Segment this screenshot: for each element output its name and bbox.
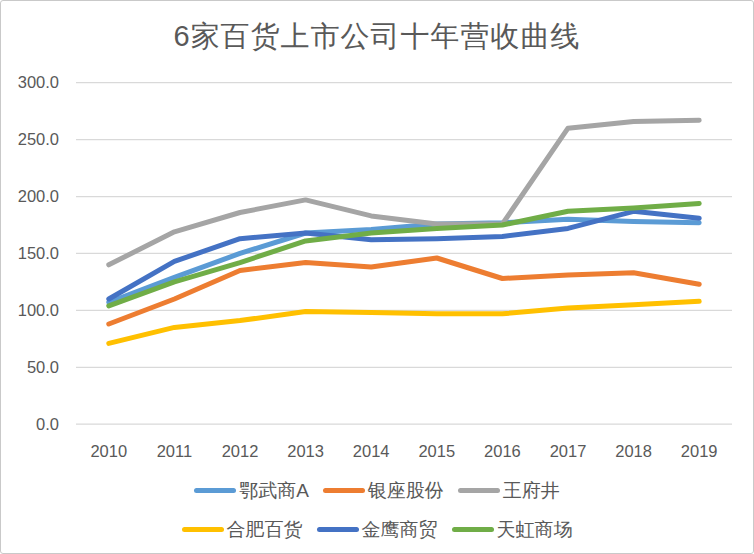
x-tick-label: 2017 (550, 442, 587, 460)
y-tick-label: 0.0 (36, 415, 59, 433)
legend-label: 金鹰商贸 (362, 517, 438, 543)
legend-line-marker (182, 527, 224, 532)
legend-item-0: 鄂武商A (194, 478, 309, 504)
y-tick-label: 200.0 (18, 187, 59, 205)
series-line-2 (109, 120, 699, 264)
x-tick-label: 2014 (353, 442, 390, 460)
legend-line-marker (194, 488, 236, 493)
chart-container: 6家百货上市公司十年营收曲线 300.0250.0200.0150.0100.0… (0, 0, 754, 554)
legend-label: 天虹商场 (497, 517, 573, 543)
y-tick-label: 250.0 (18, 130, 59, 148)
y-tick-label: 100.0 (18, 301, 59, 319)
x-tick-label: 2018 (615, 442, 652, 460)
y-tick-label: 300.0 (18, 73, 59, 91)
legend-item-3: 合肥百货 (182, 517, 303, 543)
y-tick-label: 150.0 (18, 244, 59, 262)
legend-row-0: 鄂武商A 银座股份 王府井 (194, 471, 560, 510)
legend-item-2: 王府井 (458, 478, 560, 504)
legend-label: 鄂武商A (239, 478, 309, 504)
legend-line-marker (452, 527, 494, 532)
series-line-3 (109, 301, 699, 343)
x-tick-label: 2010 (90, 442, 127, 460)
x-tick-label: 2019 (681, 442, 718, 460)
legend-row-1: 合肥百货 金鹰商贸 天虹商场 (182, 510, 573, 549)
legend-label: 王府井 (503, 478, 560, 504)
legend-item-1: 银座股份 (323, 478, 444, 504)
legend-line-marker (323, 488, 365, 493)
legend-label: 银座股份 (368, 478, 444, 504)
legend-label: 合肥百货 (227, 517, 303, 543)
x-tick-label: 2016 (484, 442, 521, 460)
x-tick-label: 2011 (157, 442, 192, 460)
x-tick-label: 2015 (418, 442, 455, 460)
legend-line-marker (458, 488, 500, 493)
x-tick-label: 2013 (287, 442, 324, 460)
legend-item-4: 金鹰商贸 (317, 517, 438, 543)
y-tick-label: 50.0 (27, 358, 59, 376)
legend: 鄂武商A 银座股份 王府井合肥百货 金鹰商贸 天虹商场 (1, 471, 753, 549)
x-tick-label: 2012 (222, 442, 259, 460)
legend-line-marker (317, 527, 359, 532)
legend-item-5: 天虹商场 (452, 517, 573, 543)
